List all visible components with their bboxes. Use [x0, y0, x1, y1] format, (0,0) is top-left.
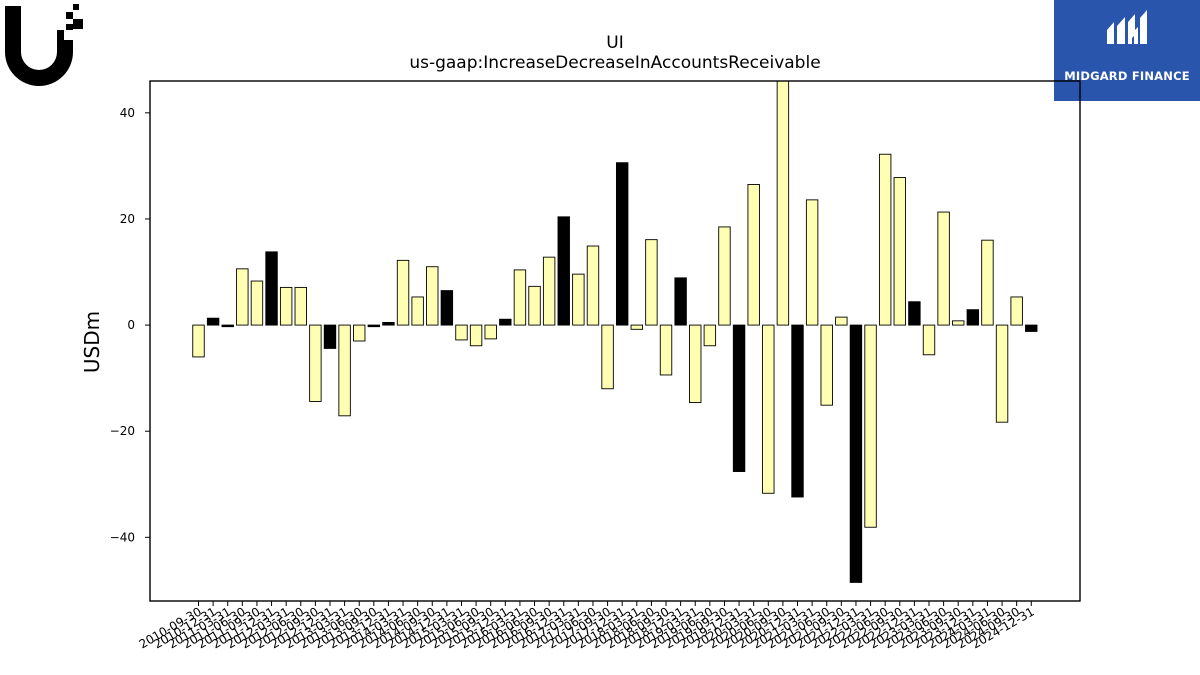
y-tick-label: 40 — [120, 106, 135, 120]
bar-2024-09-30 — [1010, 296, 1023, 326]
bar-2013-06-30 — [353, 324, 366, 342]
bar-2021-12-31 — [849, 324, 863, 583]
ubiquiti-u-logo — [5, 4, 83, 86]
bar-2014-06-30 — [411, 296, 424, 326]
bar-2011-03-31 — [221, 324, 234, 328]
bar-2015-06-30 — [469, 324, 483, 347]
midgard-emblem-icon — [1107, 10, 1147, 44]
y-tick-label: −20 — [110, 424, 135, 438]
bar-2024-12-31 — [1025, 324, 1038, 332]
bar-2024-03-31 — [981, 239, 994, 326]
bar-2023-12-31 — [966, 309, 980, 326]
bar-2017-03-31 — [572, 273, 585, 326]
bar-2011-12-31 — [265, 251, 278, 326]
bar-2016-12-31 — [557, 216, 570, 326]
bar-2021-06-30 — [820, 324, 833, 406]
bar-2024-06-30 — [995, 324, 1009, 423]
chart-subtitle: us-gaap:IncreaseDecreaseInAccountsReceiv… — [409, 53, 820, 73]
bar-2010-12-31 — [206, 317, 220, 326]
bar-2022-09-30 — [893, 177, 906, 326]
bar-2020-06-30 — [762, 324, 775, 494]
bar-2013-09-30 — [367, 324, 381, 328]
y-tick-label: 20 — [120, 212, 135, 226]
bar-2013-12-31 — [382, 321, 395, 326]
bar-2013-03-31 — [338, 324, 351, 417]
y-tick-label: 0 — [127, 318, 135, 332]
y-tick-label: −40 — [110, 530, 135, 544]
bar-2020-03-31 — [747, 184, 760, 326]
bar-2011-06-30 — [236, 268, 249, 326]
bar-2019-03-31 — [689, 324, 702, 403]
x-axis-ticks: 2010-09-302010-12-312011-03-312011-06-30… — [137, 601, 1037, 651]
bar-2015-09-30 — [484, 324, 497, 340]
bar-2018-12-31 — [674, 277, 687, 326]
bar-2012-03-31 — [279, 286, 293, 326]
bar-2015-12-31 — [499, 318, 512, 326]
bar-2017-06-30 — [586, 245, 600, 326]
plot-frame — [149, 80, 1081, 602]
bar-2014-03-31 — [396, 259, 410, 326]
bar-2012-12-31 — [323, 324, 337, 349]
bar-2018-06-30 — [645, 239, 658, 326]
bar-2023-03-31 — [922, 324, 936, 356]
bar-2017-12-31 — [615, 162, 629, 326]
bar-2023-09-30 — [952, 320, 965, 326]
bar-2011-09-30 — [250, 280, 264, 326]
bar-2016-03-31 — [513, 269, 527, 326]
bar-2020-12-31 — [791, 324, 804, 498]
bar-2010-09-30 — [192, 324, 205, 358]
bar-2022-06-30 — [878, 153, 892, 326]
bar-2015-03-31 — [455, 324, 468, 341]
bar-2012-09-30 — [309, 324, 322, 402]
bar-2016-09-30 — [542, 256, 556, 326]
bar-2023-06-30 — [937, 211, 950, 326]
bar-2019-09-30 — [718, 226, 731, 326]
bar-2014-12-31 — [440, 290, 454, 326]
y-axis-label: USDm — [80, 311, 104, 373]
bars-layer — [192, 80, 1038, 583]
midgard-finance-logo: MIDGARD FINANCE — [1054, 0, 1200, 101]
bar-2017-09-30 — [601, 324, 614, 390]
bar-2021-03-31 — [805, 199, 819, 326]
bar-2020-09-30 — [776, 80, 790, 326]
bar-2022-12-31 — [908, 301, 921, 326]
bar-2018-03-31 — [630, 324, 643, 330]
chart-title: UI — [606, 33, 623, 53]
bar-2022-03-31 — [864, 324, 877, 528]
bar-2018-09-30 — [659, 324, 673, 376]
midgard-finance-wordmark: MIDGARD FINANCE — [1064, 69, 1190, 83]
bar-2021-09-30 — [835, 316, 848, 326]
bar-2019-06-30 — [703, 324, 717, 347]
bar-2014-09-30 — [426, 266, 439, 326]
bar-2012-06-30 — [294, 286, 307, 326]
bar-2019-12-31 — [732, 324, 746, 472]
bar-2016-06-30 — [528, 285, 541, 326]
y-axis-ticks: −40 −20 0 20 40 — [110, 106, 150, 544]
